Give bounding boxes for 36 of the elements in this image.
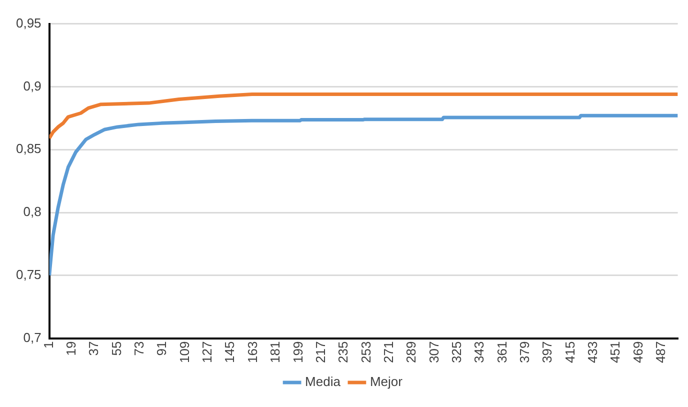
legend-label: Media <box>305 374 342 390</box>
x-tick-label: 19 <box>64 341 79 356</box>
x-tick-label: 1 <box>40 341 56 349</box>
x-tick-label: 73 <box>132 341 147 356</box>
x-tick-label: 127 <box>200 341 215 364</box>
x-tick-label: 361 <box>494 341 510 364</box>
x-tick-label: 379 <box>516 341 532 364</box>
x-tick-label: 109 <box>176 341 192 364</box>
y-tick-label: 0,9 <box>23 78 42 94</box>
x-tick-label: 145 <box>222 341 238 364</box>
y-tick-label: 0,95 <box>16 15 42 30</box>
legend-label: Mejor <box>370 374 404 390</box>
x-tick-label: 307 <box>426 341 442 364</box>
y-tick-label: 0,85 <box>16 141 42 156</box>
y-tick-label: 0,75 <box>16 266 42 282</box>
x-tick-label: 217 <box>312 341 328 364</box>
y-tick-label: 0,7 <box>23 330 42 345</box>
x-tick-label: 91 <box>154 341 170 356</box>
x-tick-label: 433 <box>584 341 600 364</box>
x-tick-label: 289 <box>404 341 419 364</box>
x-tick-label: 271 <box>380 341 396 364</box>
x-tick-label: 469 <box>630 341 646 364</box>
x-tick-label: 487 <box>652 341 668 364</box>
x-tick-label: 415 <box>562 341 578 364</box>
x-tick-label: 325 <box>448 341 464 364</box>
x-tick-label: 397 <box>540 341 555 364</box>
x-tick-label: 181 <box>268 341 283 364</box>
x-tick-label: 37 <box>86 341 102 356</box>
x-tick-label: 55 <box>108 341 124 356</box>
x-tick-label: 343 <box>472 341 487 364</box>
x-tick-label: 451 <box>608 341 623 364</box>
x-tick-label: 163 <box>244 341 260 364</box>
x-tick-label: 235 <box>336 341 351 364</box>
x-tick-label: 253 <box>358 341 374 364</box>
y-tick-label: 0,8 <box>23 204 42 220</box>
x-tick-label: 199 <box>290 341 306 364</box>
